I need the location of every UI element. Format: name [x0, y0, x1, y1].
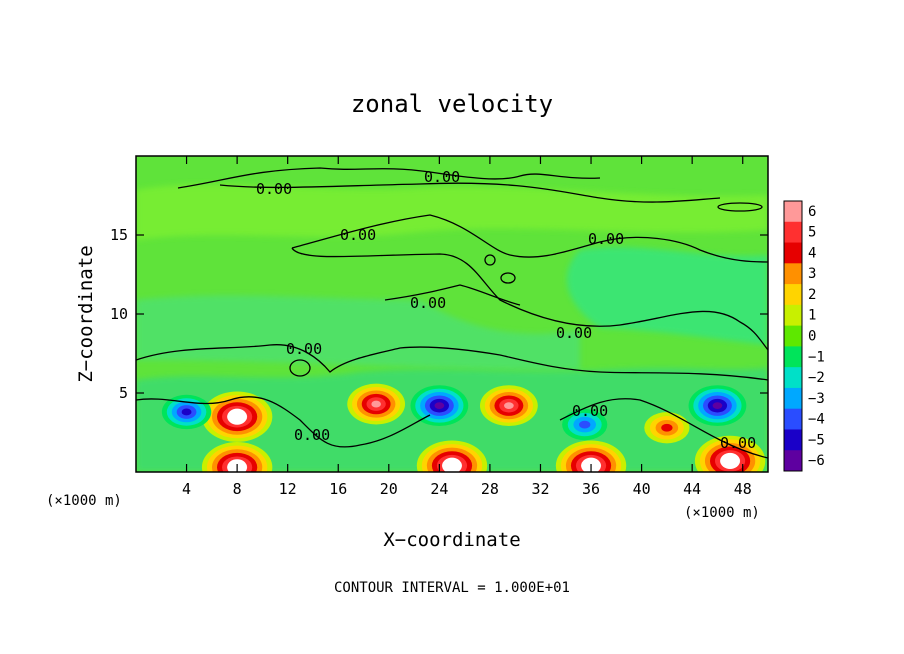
contour-closed [289, 359, 311, 377]
x-tick-label: 48 [734, 480, 752, 498]
velocity-level [712, 402, 723, 410]
colorbar-tick-label: −2 [808, 370, 825, 386]
colorbar-segment [784, 201, 802, 223]
colorbar-segment [784, 221, 802, 244]
contour-label: 0.00 [256, 180, 292, 198]
x-tick-label: 44 [683, 480, 701, 498]
x-tick-label: 16 [329, 480, 347, 498]
colorbar-tick-label: 2 [808, 287, 816, 303]
contour-label: 0.00 [294, 426, 330, 444]
contour-label: 0.00 [410, 294, 446, 312]
colorbar-tick-label: −6 [808, 453, 825, 469]
positive-velocity-cell [644, 412, 690, 444]
chart-title: zonal velocity [351, 90, 553, 118]
contour-label: 0.00 [572, 402, 608, 420]
colorbar-tick-label: −4 [808, 412, 825, 428]
colorbar-segment [784, 284, 802, 306]
velocity-level [504, 402, 514, 410]
positive-velocity-cell [201, 391, 273, 442]
x-tick-label: 32 [531, 480, 549, 498]
velocity-level [579, 420, 591, 429]
plot-area [136, 156, 768, 472]
colorbar-tick-label: −1 [808, 349, 825, 365]
colorbar-tick-label: 6 [808, 204, 816, 220]
y-tick-label: 5 [119, 384, 128, 402]
z-unit-label: (×1000 m) [46, 493, 122, 509]
colorbar-tick-label: −3 [808, 391, 825, 407]
x-tick-label: 8 [233, 480, 242, 498]
contour-line [384, 284, 521, 306]
contour-line [291, 247, 768, 351]
colorbar-tick-label: 5 [808, 225, 816, 241]
colorbar-segment [784, 429, 802, 451]
contour-label: 0.00 [556, 324, 592, 342]
colorbar-tick-label: 3 [808, 266, 816, 282]
colorbar-segment [784, 346, 802, 368]
positive-velocity-cell [347, 383, 406, 425]
contour-closed [500, 272, 516, 284]
negative-velocity-cell [562, 409, 608, 441]
field-band-upper [136, 184, 768, 240]
contour-label: 0.00 [588, 230, 624, 248]
colorbar-segment [784, 387, 802, 410]
positive-velocity-cell [416, 440, 488, 472]
x-unit-label: (×1000 m) [684, 505, 760, 521]
colorbar-segment [784, 450, 802, 472]
x-tick-label: 4 [182, 480, 191, 498]
x-tick-label: 40 [633, 480, 651, 498]
colorbar-tick-label: 1 [808, 308, 816, 324]
contour-label: 0.00 [286, 340, 322, 358]
y-tick-label: 15 [110, 226, 128, 244]
contour-interval-text: CONTOUR INTERVAL = 1.000E+01 [334, 580, 570, 596]
colorbar-tick-label: −5 [808, 432, 825, 448]
contour-line [559, 398, 768, 459]
contour-line [136, 396, 431, 448]
velocity-level [181, 408, 192, 416]
contour-label: 0.00 [340, 226, 376, 244]
saturated-core [227, 408, 247, 425]
colorbar: 6 5 4 3 2 1 0 −1 −2 −3 −4 −5 −6 [783, 200, 825, 472]
colorbar-segment [784, 367, 802, 389]
x-axis-label: X−coordinate [383, 529, 520, 551]
positive-velocity-cell [201, 442, 273, 472]
contour-closed [717, 202, 763, 212]
x-tick-label: 20 [380, 480, 398, 498]
velocity-level [371, 400, 381, 408]
colorbar-tick-label: 4 [808, 245, 816, 261]
colorbar-segment [784, 263, 802, 285]
positive-velocity-cell [479, 385, 538, 427]
negative-velocity-cell [688, 385, 747, 427]
negative-velocity-cell [410, 385, 469, 427]
colorbar-segment [784, 325, 802, 347]
contour-label: 0.00 [720, 434, 756, 452]
saturated-core [720, 452, 740, 470]
contour-closed [484, 254, 496, 266]
saturated-core [442, 457, 462, 472]
y-tick-label: 10 [110, 305, 128, 323]
colorbar-tick-label: 0 [808, 329, 816, 345]
contour-line [219, 182, 721, 203]
x-tick-label: 36 [582, 480, 600, 498]
field-band-cyan [566, 247, 768, 345]
velocity-level [661, 423, 673, 432]
velocity-features [161, 383, 766, 472]
velocity-level [434, 402, 445, 410]
colorbar-segment [784, 408, 802, 430]
colorbar-segment [784, 304, 802, 327]
y-axis-label: Z−coordinate [75, 245, 97, 382]
x-tick-label: 24 [430, 480, 448, 498]
colorbar-segment [784, 242, 802, 264]
x-tick-label: 12 [279, 480, 297, 498]
contour-label: 0.00 [424, 168, 460, 186]
field-band-lower [136, 295, 580, 371]
contour-line [291, 214, 768, 263]
contour-lines [136, 167, 768, 459]
colorbar-frame [783, 200, 803, 472]
contour-labels: 0.00 0.00 0.00 0.00 0.00 0.00 0.00 0.00 … [256, 168, 756, 452]
contour-line [136, 344, 768, 381]
contour-line [177, 167, 601, 189]
x-tick-label: 28 [481, 480, 499, 498]
